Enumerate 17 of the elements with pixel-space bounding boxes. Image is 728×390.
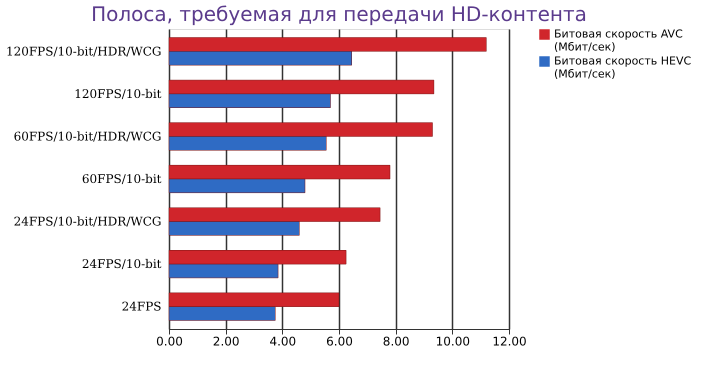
x-tick-label: 8.00 xyxy=(382,334,410,348)
y-tick-label: 24FPS/10-bit/HDR/WCG xyxy=(14,214,162,229)
y-tick-label: 120FPS/10-bit xyxy=(74,86,162,101)
y-tick-label: 60FPS/10-bit xyxy=(82,172,162,186)
x-tick-label: 10.00 xyxy=(436,334,470,348)
y-tick-label: 120FPS/10-bit/HDR/WCG xyxy=(6,44,162,58)
y-tick-label: 60FPS/10-bit/HDR/WCG xyxy=(14,129,162,144)
x-tick-label: 0.00 xyxy=(156,334,183,348)
y-tick-label: 24FPS/10-bit xyxy=(82,257,162,272)
y-tick-label: 24FPS xyxy=(122,300,162,314)
x-tick-label: 2.00 xyxy=(212,334,240,348)
x-tick-label: 6.00 xyxy=(326,334,353,348)
chart-title: Полоса, требуемая для передачи HD-контента xyxy=(91,2,587,26)
x-tick-label: 12.00 xyxy=(492,334,527,348)
legend-label: Битовая скорость AVC (Мбит/сек) xyxy=(554,28,684,54)
x-tick-label: 4.00 xyxy=(269,334,296,348)
legend-label: Битовая скорость HEVC (Мбит/сек) xyxy=(554,54,692,80)
